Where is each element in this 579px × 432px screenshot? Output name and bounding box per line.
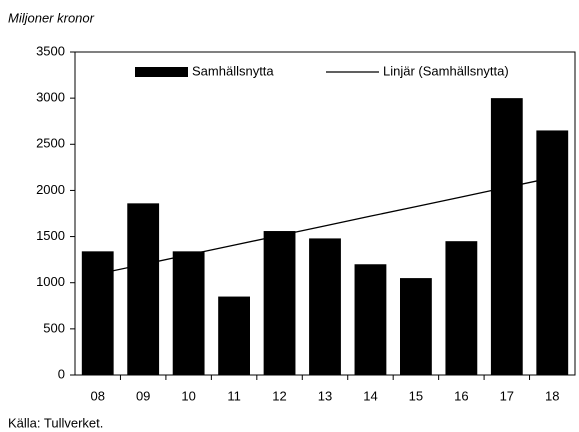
x-tick-label: 17 [500, 388, 514, 403]
legend-swatch [135, 67, 188, 77]
x-tick-label: 11 [227, 388, 241, 403]
y-tick-label: 2500 [36, 136, 65, 151]
y-tick-label: 1500 [36, 228, 65, 243]
bar [400, 278, 432, 375]
y-tick-label: 500 [43, 320, 65, 335]
legend-label: Samhällsnytta [192, 63, 274, 78]
bar [445, 241, 478, 375]
source: Källa: Tullverket. [8, 415, 103, 430]
bar [263, 231, 296, 375]
trend-line [97, 177, 553, 275]
y-axis-title: Miljoner kronor [8, 10, 95, 25]
bar [127, 203, 160, 375]
bar [354, 264, 387, 375]
x-tick-label: 12 [272, 388, 286, 403]
bar [218, 296, 250, 375]
y-tick-label: 3000 [36, 90, 65, 105]
bar [172, 251, 205, 375]
y-tick-label: 0 [58, 366, 65, 381]
x-tick-label: 08 [90, 388, 104, 403]
x-tick-label: 15 [409, 388, 423, 403]
bar [81, 251, 114, 375]
y-tick-label: 1000 [36, 274, 65, 289]
legend-label: Linjär (Samhällsnytta) [383, 63, 509, 78]
y-tick-label: 2000 [36, 182, 65, 197]
bar [309, 238, 341, 375]
x-tick-label: 10 [181, 388, 195, 403]
bar [490, 98, 523, 376]
x-tick-label: 14 [363, 388, 377, 403]
x-tick-label: 16 [454, 388, 468, 403]
x-tick-label: 09 [136, 388, 150, 403]
bar [536, 130, 569, 375]
x-tick-label: 18 [545, 388, 559, 403]
y-tick-label: 3500 [36, 43, 65, 58]
x-tick-label: 13 [318, 388, 332, 403]
